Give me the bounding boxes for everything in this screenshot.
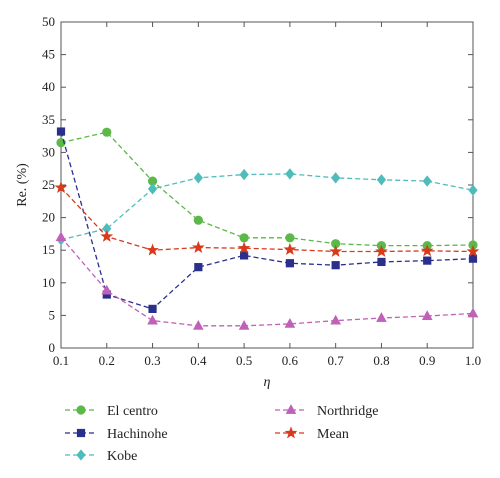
data-point-mean bbox=[237, 241, 251, 254]
legend-marker bbox=[284, 426, 298, 439]
data-point-kobe bbox=[285, 168, 295, 180]
data-point-northridge bbox=[421, 310, 433, 320]
data-point-mean bbox=[146, 243, 159, 256]
data-point-northridge bbox=[55, 231, 67, 242]
data-point-mean bbox=[191, 240, 205, 253]
legend-item-hachinohe: Hachinohe bbox=[65, 427, 168, 442]
series-mean bbox=[54, 180, 480, 257]
x-axis: 0.1 0.2 0.3 0.4 0.5 0.6 0.7 0.8 0.9 1.0 bbox=[53, 22, 481, 368]
legend: El centro Hachinohe Kobe Northridge Mean bbox=[65, 404, 378, 464]
data-point-hachinohe bbox=[56, 127, 66, 136]
data-point-northridge bbox=[376, 312, 387, 322]
data-point-hachinohe bbox=[194, 263, 203, 272]
y-tick-label: 25 bbox=[42, 177, 55, 192]
data-point-northridge bbox=[193, 320, 204, 330]
x-tick-label: 0.7 bbox=[328, 353, 345, 368]
data-point-mean bbox=[54, 180, 68, 194]
data-point-hachinohe bbox=[423, 256, 432, 265]
data-point-northridge bbox=[284, 318, 296, 328]
y-tick-label: 45 bbox=[42, 47, 55, 62]
data-point-kobe bbox=[468, 184, 478, 196]
series-line-hachinohe bbox=[60, 131, 474, 310]
y-tick-label: 30 bbox=[42, 144, 55, 159]
x-tick-label: 0.8 bbox=[373, 353, 389, 368]
x-tick-label: 0.2 bbox=[99, 353, 115, 368]
y-tick-label: 40 bbox=[42, 79, 55, 94]
legend-label: Hachinohe bbox=[107, 427, 168, 442]
data-point-northridge bbox=[330, 314, 341, 325]
data-point-northridge bbox=[238, 320, 250, 330]
data-point-northridge bbox=[467, 307, 479, 318]
series-line-mean bbox=[60, 187, 474, 253]
legend-item-kobe: Kobe bbox=[65, 449, 137, 464]
series-layer bbox=[54, 127, 480, 330]
data-point-el-centro bbox=[102, 127, 112, 137]
y-tick-label: 35 bbox=[42, 112, 55, 127]
y-tick-label: 0 bbox=[49, 340, 56, 355]
data-point-el-centro bbox=[285, 233, 295, 243]
data-point-kobe bbox=[147, 183, 158, 195]
legend-item-el-centro: El centro bbox=[65, 404, 158, 419]
data-point-northridge bbox=[147, 314, 158, 325]
x-tick-label: 0.1 bbox=[53, 353, 69, 368]
legend-label: Kobe bbox=[107, 449, 137, 464]
legend-item-mean: Mean bbox=[275, 426, 349, 442]
legend-item-northridge: Northridge bbox=[275, 404, 378, 419]
series-line-northridge bbox=[60, 236, 474, 327]
data-point-hachinohe bbox=[468, 254, 478, 263]
legend-marker bbox=[76, 428, 86, 438]
data-point-kobe bbox=[376, 174, 387, 186]
x-tick-label: 1.0 bbox=[465, 353, 481, 368]
data-point-mean bbox=[420, 244, 434, 257]
x-tick-label: 0.9 bbox=[419, 353, 435, 368]
x-tick-label: 0.3 bbox=[144, 353, 160, 368]
data-point-hachinohe bbox=[240, 251, 249, 260]
data-point-kobe bbox=[193, 172, 203, 184]
y-axis-label: Re. (%) bbox=[15, 163, 30, 207]
data-point-mean bbox=[100, 229, 114, 242]
legend-marker bbox=[76, 449, 86, 461]
data-point-kobe bbox=[239, 168, 249, 181]
series-el-centro bbox=[56, 127, 478, 251]
x-tick-label: 0.5 bbox=[236, 353, 252, 368]
data-point-el-centro bbox=[239, 233, 249, 243]
x-tick-label: 0.4 bbox=[190, 353, 207, 368]
series-line-kobe bbox=[60, 173, 474, 241]
legend-marker bbox=[285, 404, 297, 414]
legend-label: El centro bbox=[107, 404, 158, 419]
x-tick-label: 0.6 bbox=[282, 353, 299, 368]
series-hachinohe bbox=[56, 127, 478, 313]
data-point-hachinohe bbox=[331, 261, 340, 270]
data-point-hachinohe bbox=[377, 257, 386, 267]
y-axis: 0 5 10 15 20 25 30 35 40 45 50 bbox=[42, 14, 473, 355]
data-point-mean bbox=[283, 242, 297, 255]
data-point-hachinohe bbox=[148, 304, 157, 313]
data-point-mean bbox=[329, 244, 343, 257]
series-kobe bbox=[56, 168, 478, 246]
data-point-kobe bbox=[331, 172, 341, 184]
x-axis-label: η bbox=[264, 375, 271, 390]
legend-label: Mean bbox=[317, 427, 349, 442]
y-tick-label: 5 bbox=[49, 307, 56, 322]
series-northridge bbox=[55, 231, 479, 330]
legend-label: Northridge bbox=[317, 404, 378, 419]
data-point-kobe bbox=[422, 175, 432, 187]
y-tick-label: 15 bbox=[42, 242, 55, 257]
y-tick-label: 10 bbox=[42, 275, 55, 290]
legend-marker bbox=[76, 405, 86, 415]
y-tick-label: 50 bbox=[42, 14, 55, 29]
data-point-el-centro bbox=[193, 215, 203, 225]
data-point-northridge bbox=[101, 284, 113, 295]
y-tick-label: 20 bbox=[42, 210, 55, 225]
data-point-mean bbox=[375, 244, 388, 257]
data-point-mean bbox=[466, 244, 480, 257]
series-line-el-centro bbox=[60, 131, 474, 247]
data-point-hachinohe bbox=[285, 259, 294, 268]
